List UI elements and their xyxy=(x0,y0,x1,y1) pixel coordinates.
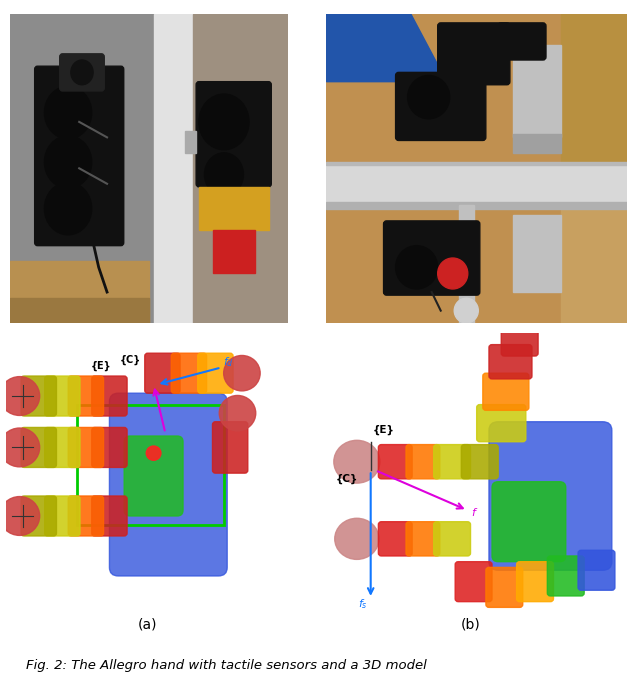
FancyBboxPatch shape xyxy=(68,376,104,416)
FancyBboxPatch shape xyxy=(492,481,566,562)
Bar xyxy=(513,134,561,153)
FancyBboxPatch shape xyxy=(60,54,104,91)
FancyBboxPatch shape xyxy=(486,567,523,607)
FancyBboxPatch shape xyxy=(406,522,440,556)
FancyBboxPatch shape xyxy=(547,556,584,596)
Circle shape xyxy=(147,446,161,460)
Text: {E}: {E} xyxy=(90,361,111,371)
Bar xyxy=(77,405,224,524)
Bar xyxy=(326,203,627,209)
Circle shape xyxy=(396,245,438,289)
FancyBboxPatch shape xyxy=(109,393,227,576)
Circle shape xyxy=(44,136,92,188)
Bar xyxy=(154,14,193,323)
FancyBboxPatch shape xyxy=(578,550,615,590)
Circle shape xyxy=(408,75,450,119)
FancyBboxPatch shape xyxy=(68,428,104,467)
FancyBboxPatch shape xyxy=(516,562,554,602)
Text: $f_d$: $f_d$ xyxy=(223,355,234,369)
FancyBboxPatch shape xyxy=(212,422,248,473)
Text: {E}: {E} xyxy=(372,425,394,435)
Text: (b): (b) xyxy=(461,617,480,631)
Circle shape xyxy=(334,441,380,483)
Text: {C}: {C} xyxy=(335,474,358,484)
Bar xyxy=(561,169,627,323)
FancyBboxPatch shape xyxy=(45,496,80,536)
Bar xyxy=(10,261,148,323)
FancyBboxPatch shape xyxy=(477,405,526,442)
FancyBboxPatch shape xyxy=(434,445,470,479)
Circle shape xyxy=(0,377,40,415)
FancyBboxPatch shape xyxy=(498,23,546,60)
FancyBboxPatch shape xyxy=(438,23,510,85)
FancyBboxPatch shape xyxy=(92,376,127,416)
FancyBboxPatch shape xyxy=(455,562,492,602)
FancyBboxPatch shape xyxy=(489,345,532,379)
Text: $f_s$: $f_s$ xyxy=(358,597,368,611)
FancyBboxPatch shape xyxy=(483,373,529,410)
FancyBboxPatch shape xyxy=(124,436,183,516)
Bar xyxy=(326,162,627,165)
FancyBboxPatch shape xyxy=(396,72,486,141)
Circle shape xyxy=(223,356,260,391)
FancyBboxPatch shape xyxy=(383,221,480,295)
Bar xyxy=(561,14,627,169)
Bar xyxy=(10,299,148,323)
Bar xyxy=(199,187,269,230)
FancyBboxPatch shape xyxy=(172,353,207,393)
FancyBboxPatch shape xyxy=(35,66,124,245)
Circle shape xyxy=(0,428,40,467)
FancyBboxPatch shape xyxy=(461,445,498,479)
FancyBboxPatch shape xyxy=(92,496,127,536)
Text: (a): (a) xyxy=(138,617,157,631)
Bar xyxy=(193,14,288,323)
FancyBboxPatch shape xyxy=(92,428,127,467)
Text: {C}: {C} xyxy=(120,355,141,365)
Bar xyxy=(213,230,255,273)
Circle shape xyxy=(44,182,92,235)
Bar xyxy=(10,14,154,323)
Bar xyxy=(513,215,561,292)
Circle shape xyxy=(44,86,92,139)
Circle shape xyxy=(0,496,40,535)
FancyBboxPatch shape xyxy=(196,82,271,187)
Circle shape xyxy=(205,153,243,196)
Circle shape xyxy=(335,518,379,560)
FancyBboxPatch shape xyxy=(434,522,470,556)
FancyBboxPatch shape xyxy=(406,445,440,479)
FancyBboxPatch shape xyxy=(198,353,233,393)
Circle shape xyxy=(71,60,93,85)
FancyBboxPatch shape xyxy=(68,496,104,536)
FancyBboxPatch shape xyxy=(21,428,56,467)
Circle shape xyxy=(438,258,468,289)
Bar xyxy=(513,45,561,137)
FancyBboxPatch shape xyxy=(45,376,80,416)
FancyBboxPatch shape xyxy=(45,428,80,467)
Bar xyxy=(185,131,196,153)
FancyBboxPatch shape xyxy=(21,496,56,536)
FancyBboxPatch shape xyxy=(145,353,180,393)
Text: $f$: $f$ xyxy=(470,506,478,518)
Circle shape xyxy=(199,94,249,150)
Circle shape xyxy=(220,396,256,431)
FancyBboxPatch shape xyxy=(489,422,612,571)
Circle shape xyxy=(454,299,478,323)
FancyBboxPatch shape xyxy=(378,522,412,556)
FancyBboxPatch shape xyxy=(21,376,56,416)
Polygon shape xyxy=(326,14,447,82)
FancyBboxPatch shape xyxy=(501,330,538,356)
Bar xyxy=(459,205,474,323)
FancyBboxPatch shape xyxy=(378,445,412,479)
Text: Fig. 2: The Allegro hand with tactile sensors and a 3D model: Fig. 2: The Allegro hand with tactile se… xyxy=(26,659,426,672)
Bar xyxy=(326,165,627,205)
